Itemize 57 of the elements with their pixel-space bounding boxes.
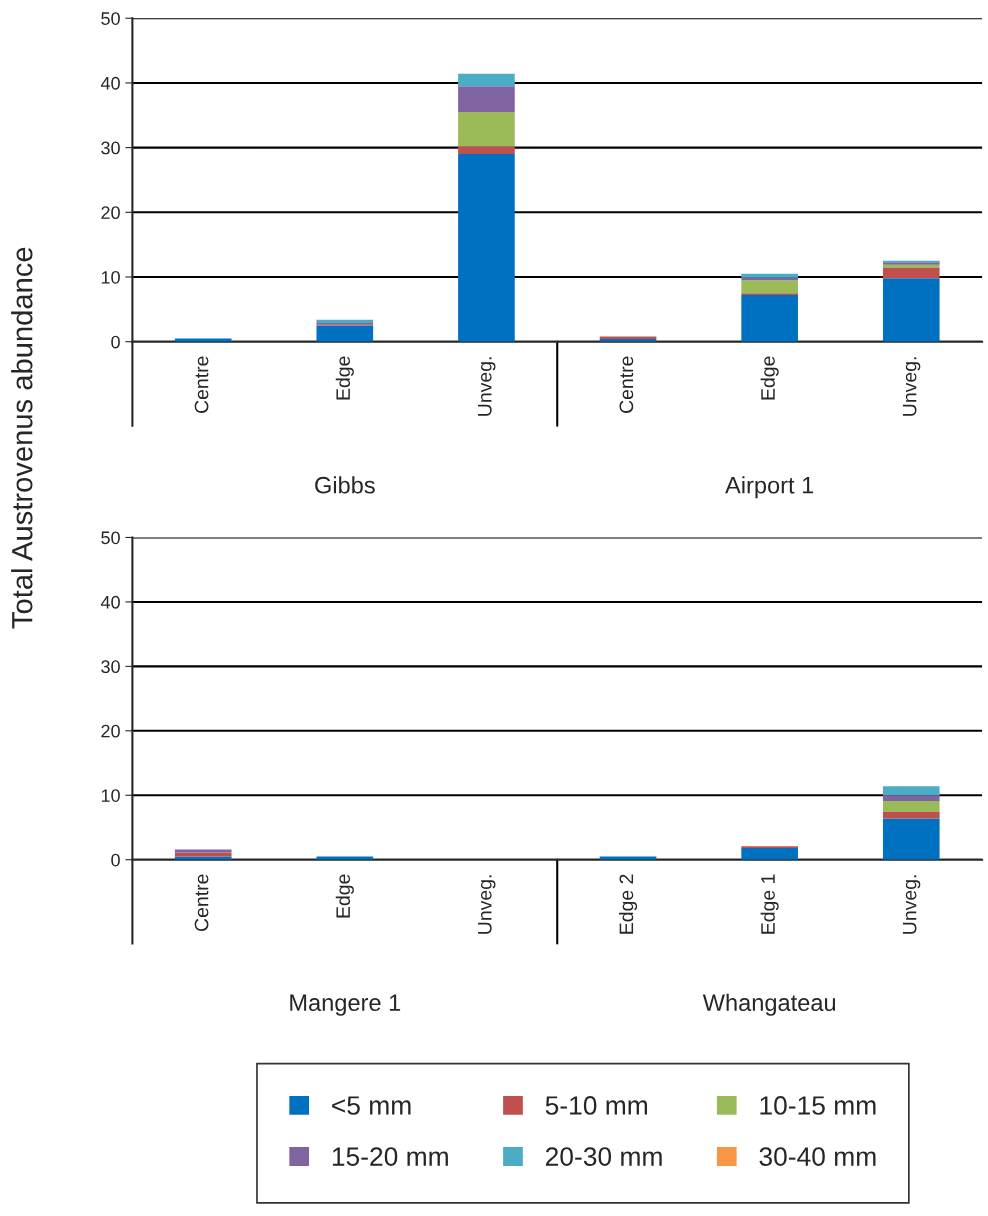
- y-tick-label: 50: [101, 531, 120, 545]
- bar: [316, 856, 374, 860]
- x-tick-label: Edge: [760, 356, 779, 400]
- bar: [882, 267, 940, 279]
- legend-label: 30-40 mm: [759, 1147, 876, 1166]
- legend-label: 20-30 mm: [545, 1147, 662, 1166]
- bar: [174, 849, 232, 853]
- bar: [882, 812, 940, 819]
- x-tick-label: Edge: [335, 356, 354, 400]
- x-tick-label: Unveg.: [478, 357, 496, 416]
- bar: [882, 801, 940, 813]
- bar: [458, 146, 515, 155]
- bar: [741, 280, 798, 294]
- y-tick-label: 50: [101, 12, 120, 25]
- text: Airport 1: [725, 476, 814, 499]
- y-tick-label: 30: [101, 141, 120, 155]
- x-tick-label: Unveg.: [902, 875, 921, 934]
- y-axis-title: Total Austrovenus abundance: [11, 247, 33, 629]
- bar: [741, 295, 798, 342]
- y-tick-label: 40: [100, 595, 120, 609]
- bar: [458, 73, 515, 87]
- y-tick-label: 10: [101, 789, 120, 802]
- x-tick-label: Edge 1: [760, 874, 779, 934]
- text: Gibbs: [315, 476, 375, 494]
- y-tick-label: 20: [101, 724, 120, 738]
- bar: [174, 856, 232, 860]
- bar: [882, 795, 940, 802]
- text: Mangere 1: [290, 994, 401, 1016]
- x-tick-label: Centre: [194, 356, 209, 413]
- x-tick-label: Centre: [194, 874, 209, 931]
- y-tick-label: 20: [101, 206, 120, 220]
- x-tick-label: Centre: [619, 356, 634, 413]
- bar: [599, 856, 657, 860]
- bar: [316, 325, 374, 342]
- legend-label: 5-10 mm: [545, 1096, 648, 1115]
- bar: [882, 818, 940, 860]
- x-tick-label: Unveg.: [478, 875, 496, 934]
- y-tick-label: 0: [111, 335, 120, 349]
- bar: [458, 154, 515, 342]
- legend-label: 10-15 mm: [760, 1096, 876, 1115]
- legend-label: 15-20 mm: [332, 1147, 448, 1166]
- bar: [174, 338, 232, 342]
- y-tick-label: 30: [101, 660, 120, 674]
- bar: [741, 848, 798, 860]
- bar: [458, 86, 515, 113]
- bar: [458, 112, 515, 147]
- y-tick-label: 10: [101, 270, 120, 284]
- x-tick-label: Edge 2: [618, 874, 638, 934]
- x-tick-label: Unveg.: [902, 357, 921, 416]
- bar: [882, 278, 940, 342]
- x-tick-label: Edge: [335, 874, 354, 918]
- bar: [882, 786, 940, 796]
- y-tick-label: 40: [100, 76, 120, 90]
- y-tick-label: 0: [111, 853, 120, 867]
- legend-label: <5 mm: [332, 1096, 411, 1115]
- text: Whangateau: [702, 993, 836, 1016]
- bar: [741, 273, 798, 278]
